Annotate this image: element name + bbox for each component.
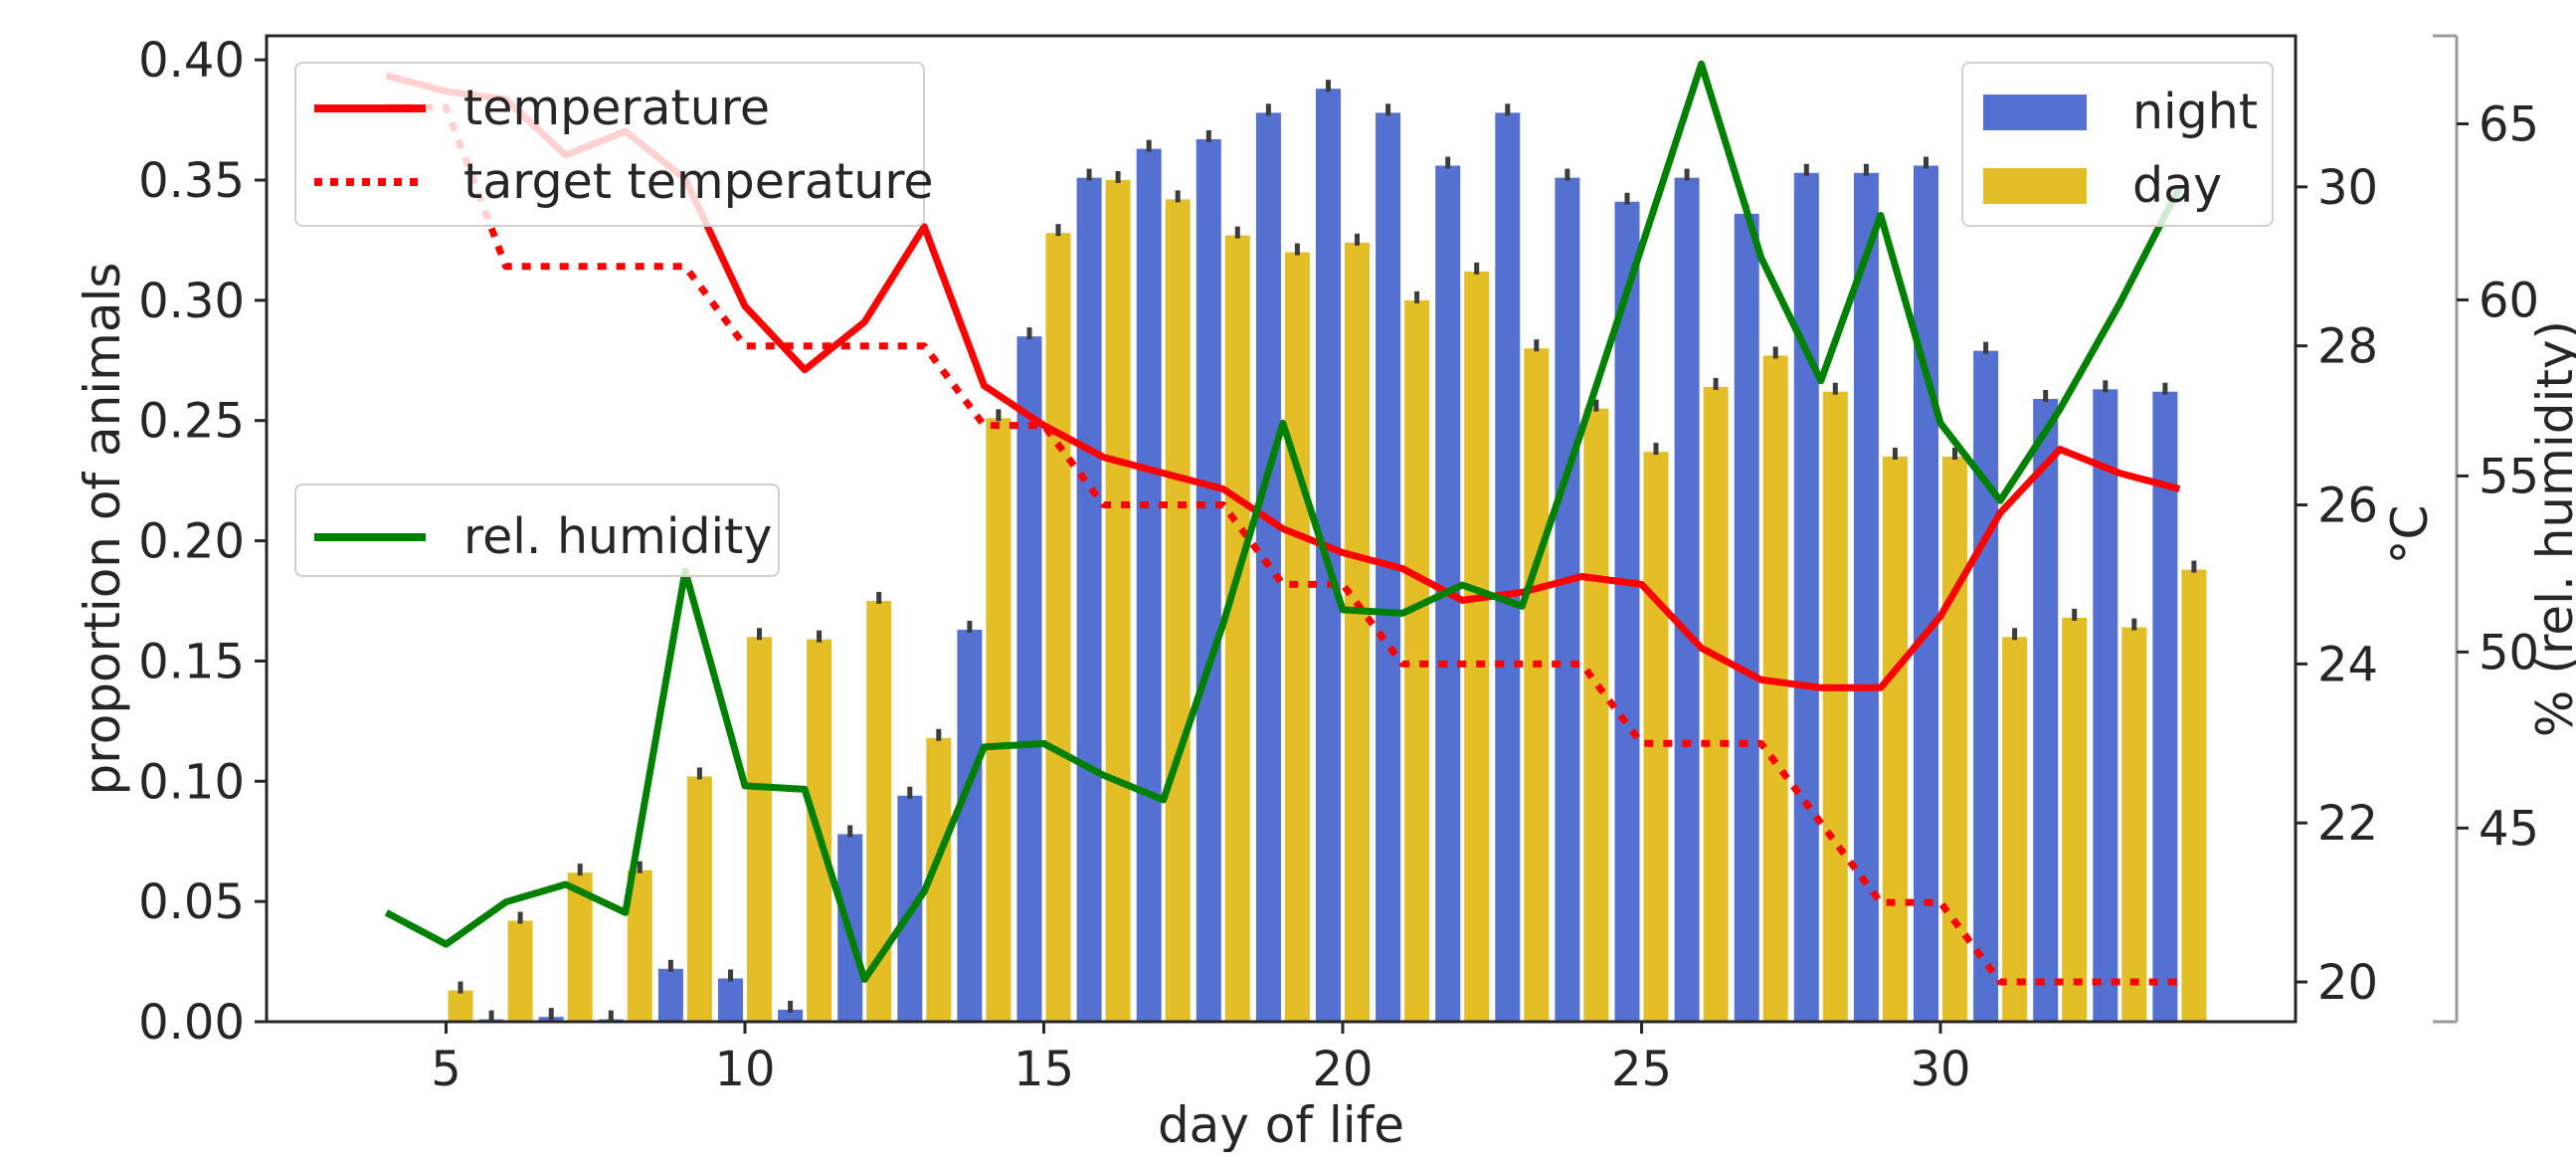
bar-night-day-19: [1255, 112, 1281, 1023]
bar-night-day-26: [1674, 177, 1700, 1023]
target-temperature-line-swatch: [314, 177, 426, 186]
legend-label-rel-humidity: rel. humidity: [463, 508, 773, 565]
humidity-tick-label: 60: [2479, 273, 2539, 328]
humidity-tick-label: 55: [2479, 449, 2539, 504]
legend-label-night: night: [2132, 84, 2259, 140]
bar-night-day-30: [1914, 165, 1938, 1022]
bar-day-day-22: [1464, 271, 1490, 1022]
bar-day-day-30: [1942, 456, 1967, 1022]
x-tick-label: 20: [1312, 1042, 1373, 1097]
bar-night-day-25: [1614, 201, 1640, 1022]
x-tick-label: 15: [1013, 1042, 1074, 1097]
bar-day-day-27: [1762, 355, 1788, 1023]
bar-day-day-26: [1703, 386, 1729, 1022]
bar-day-day-19: [1284, 252, 1310, 1022]
humidity-tick-label: 45: [2479, 801, 2539, 857]
bar-day-day-29: [1882, 456, 1908, 1022]
bar-day-day-16: [1105, 180, 1131, 1022]
humidity-tick-label: 65: [2479, 96, 2539, 152]
bar-night-day-23: [1495, 112, 1521, 1023]
bar-day-day-28: [1822, 391, 1848, 1023]
bar-night-day-28: [1793, 172, 1819, 1022]
y-tick-label: 0.30: [138, 274, 245, 329]
axes-layer: 0.00 0.05 0.10 0.15 0.20 0.25 0.30 0.35 0.40 5 10 1…: [138, 33, 2539, 1097]
legend-item-temperature: temperature: [310, 80, 770, 136]
bar-day-day-23: [1524, 348, 1550, 1023]
bar-legend: night day: [1961, 62, 2274, 227]
bar-day-day-32: [2062, 617, 2088, 1022]
y-tick-label: 0.40: [138, 33, 245, 89]
bar-night-day-34: [2152, 391, 2178, 1023]
y-axis-label: proportion of animals: [74, 263, 131, 796]
bar-day-day-33: [2121, 627, 2147, 1022]
legend-item-night: night: [1983, 84, 2258, 140]
bar-day-day-31: [2002, 637, 2028, 1022]
x-tick-label: 5: [431, 1042, 461, 1097]
temperature-tick-label: 28: [2317, 319, 2378, 375]
night-bar-swatch: [1983, 94, 2087, 130]
bar-night-day-31: [1973, 350, 1999, 1022]
bar-day-day-25: [1643, 452, 1669, 1022]
y-tick-label: 0.25: [138, 394, 245, 450]
bar-day-day-24: [1583, 408, 1609, 1022]
x-tick-label: 25: [1611, 1042, 1672, 1097]
bar-night-day-17: [1136, 148, 1162, 1023]
legend-item-rel-humidity: rel. humidity: [310, 508, 772, 565]
bar-day-day-18: [1224, 235, 1250, 1023]
bar-day-day-10: [747, 637, 772, 1022]
bar-night-day-32: [2033, 398, 2059, 1023]
bar-day-day-20: [1345, 242, 1370, 1022]
y-tick-label: 0.00: [138, 995, 245, 1051]
bar-day-day-9: [686, 776, 712, 1022]
legend-item-target-temperature: target temperature: [310, 153, 934, 210]
y-tick-label: 0.15: [138, 634, 245, 689]
temperature-legend: temperature target temperature: [294, 62, 934, 227]
bar-night-day-15: [1016, 336, 1042, 1022]
bar-day-day-5: [448, 990, 473, 1022]
legend-label-temperature: temperature: [463, 80, 770, 136]
bar-day-day-6: [507, 920, 533, 1022]
bar-day-day-17: [1165, 199, 1191, 1023]
bar-day-day-15: [1045, 233, 1071, 1022]
bar-day-day-14: [986, 418, 1012, 1022]
legend-label-day: day: [2132, 157, 2223, 214]
y-tick-label: 0.10: [138, 754, 245, 810]
y-tick-label: 0.20: [138, 514, 245, 570]
temperature-tick-label: 24: [2317, 637, 2378, 692]
humidity-legend: rel. humidity: [294, 483, 780, 577]
x-tick-label: 30: [1910, 1042, 1970, 1097]
temperature-line-swatch: [314, 103, 426, 112]
bar-night-day-16: [1076, 177, 1102, 1023]
x-axis-label: day of life: [1158, 1096, 1404, 1152]
temperature-tick-label: 20: [2317, 955, 2378, 1011]
bar-night-day-27: [1734, 213, 1759, 1023]
bar-night-day-24: [1555, 177, 1580, 1023]
bar-day-day-34: [2181, 569, 2207, 1022]
y-tick-label: 0.05: [138, 874, 245, 930]
temperature-tick-label: 22: [2317, 796, 2378, 852]
y-tick-label: 0.35: [138, 153, 245, 209]
bar-night-day-11: [778, 1009, 804, 1022]
bar-night-day-14: [957, 630, 983, 1022]
temperature-tick-label: 30: [2317, 160, 2378, 216]
temperature-tick-label: 26: [2317, 479, 2378, 534]
temperature-axis-label: °C: [2381, 505, 2439, 565]
plot-frame: [265, 34, 2298, 1024]
x-tick-label: 10: [714, 1042, 775, 1097]
humidity-tick-label: 50: [2479, 625, 2539, 680]
bar-night-day-10: [718, 978, 743, 1022]
day-bar-swatch: [1983, 167, 2087, 204]
bar-night-day-18: [1196, 138, 1221, 1022]
humidity-axis-label: % (rel. humidity): [2526, 320, 2576, 737]
legend-item-day: day: [1983, 157, 2222, 214]
bar-night-day-9: [657, 968, 683, 1022]
humidity-line-swatch: [314, 532, 426, 541]
bar-night-day-33: [2093, 389, 2118, 1022]
legend-label-target-temperature: target temperature: [463, 153, 934, 210]
